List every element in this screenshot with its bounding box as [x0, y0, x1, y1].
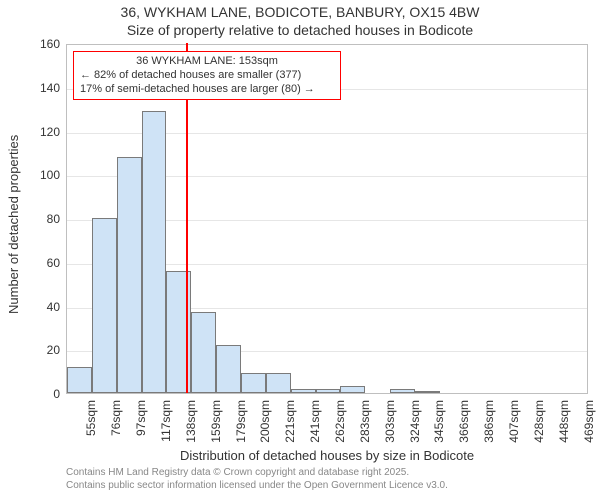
chart-title-line2: Size of property relative to detached ho…	[0, 22, 600, 38]
y-tick-label: 40	[32, 300, 60, 314]
plot-area: 36 WYKHAM LANE: 153sqm← 82% of detached …	[66, 44, 588, 394]
histogram-bar	[291, 389, 316, 393]
histogram-bar	[241, 373, 266, 393]
x-tick-label: 159sqm	[209, 400, 223, 446]
histogram-bar	[67, 367, 92, 393]
x-tick-label: 366sqm	[457, 400, 471, 446]
x-tick-label: 97sqm	[134, 400, 148, 446]
x-tick-label: 428sqm	[532, 400, 546, 446]
x-tick-label: 283sqm	[358, 400, 372, 446]
y-tick-label: 140	[32, 81, 60, 95]
histogram-bar	[216, 345, 241, 393]
histogram-bar	[142, 111, 167, 393]
y-tick-label: 100	[32, 168, 60, 182]
x-tick-label: 407sqm	[507, 400, 521, 446]
x-tick-label: 345sqm	[432, 400, 446, 446]
histogram-bar	[340, 386, 365, 393]
y-tick-label: 20	[32, 343, 60, 357]
x-tick-label: 241sqm	[308, 400, 322, 446]
x-tick-label: 76sqm	[109, 400, 123, 446]
x-tick-label: 448sqm	[557, 400, 571, 446]
histogram-bar	[191, 312, 216, 393]
histogram-bar	[390, 389, 415, 393]
x-tick-label: 262sqm	[333, 400, 347, 446]
x-tick-label: 469sqm	[582, 400, 596, 446]
y-tick-label: 80	[32, 212, 60, 226]
x-tick-label: 55sqm	[84, 400, 98, 446]
x-tick-label: 179sqm	[234, 400, 248, 446]
x-tick-label: 303sqm	[383, 400, 397, 446]
x-tick-label: 117sqm	[159, 400, 173, 446]
x-tick-label: 386sqm	[482, 400, 496, 446]
x-tick-label: 200sqm	[258, 400, 272, 446]
chart-title-line1: 36, WYKHAM LANE, BODICOTE, BANBURY, OX15…	[0, 4, 600, 20]
footer-attribution: Contains HM Land Registry data © Crown c…	[66, 466, 448, 492]
annotation-box: 36 WYKHAM LANE: 153sqm← 82% of detached …	[73, 51, 341, 100]
y-tick-label: 120	[32, 125, 60, 139]
y-tick-label: 0	[32, 387, 60, 401]
y-tick-label: 160	[32, 37, 60, 51]
x-tick-label: 138sqm	[184, 400, 198, 446]
histogram-bar	[117, 157, 142, 393]
annotation-line: ← 82% of detached houses are smaller (37…	[80, 69, 334, 83]
histogram-bar	[415, 391, 440, 393]
histogram-bar	[316, 389, 341, 393]
annotation-line: 36 WYKHAM LANE: 153sqm	[80, 55, 334, 69]
chart-container: 36, WYKHAM LANE, BODICOTE, BANBURY, OX15…	[0, 0, 600, 500]
footer-line-1: Contains HM Land Registry data © Crown c…	[66, 466, 448, 479]
x-tick-label: 324sqm	[408, 400, 422, 446]
x-tick-label: 221sqm	[283, 400, 297, 446]
histogram-bar	[266, 373, 291, 393]
footer-line-2: Contains public sector information licen…	[66, 479, 448, 492]
annotation-line: 17% of semi-detached houses are larger (…	[80, 83, 334, 97]
y-axis-label: Number of detached properties	[6, 135, 21, 314]
x-axis-label: Distribution of detached houses by size …	[66, 448, 588, 463]
y-tick-label: 60	[32, 256, 60, 270]
histogram-bar	[92, 218, 117, 393]
